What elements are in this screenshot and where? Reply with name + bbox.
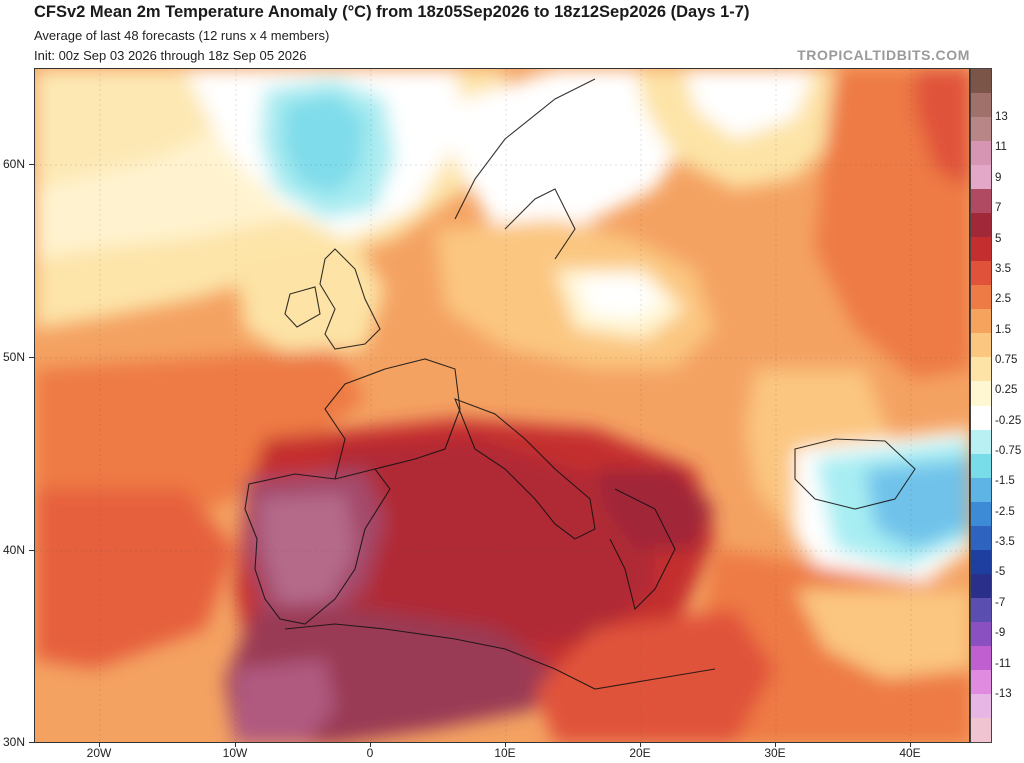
colorbar-label: 0.25 xyxy=(995,384,1018,397)
colorbar-segment xyxy=(971,501,991,527)
colorbar-segment xyxy=(971,621,991,647)
colorbar-segment xyxy=(971,189,991,214)
lat-label-40n: 40N xyxy=(3,543,26,557)
lat-label-50n: 50N xyxy=(3,350,26,364)
colorbar-segment xyxy=(971,477,991,503)
colorbar-segment xyxy=(971,597,991,623)
lon-tick xyxy=(910,743,911,747)
lon-tick xyxy=(99,743,100,747)
colorbar-segment xyxy=(971,141,991,166)
lon-label-10e: 10E xyxy=(494,746,516,760)
colorbar-label: -2.5 xyxy=(995,505,1015,518)
colorbar-segment xyxy=(971,333,991,359)
colorbar-segment xyxy=(971,525,991,551)
lon-label-0: 0 xyxy=(366,746,374,760)
colorbar-label: -0.75 xyxy=(995,445,1022,458)
colorbar-segment xyxy=(971,93,991,118)
lat-label-60n: 60N xyxy=(3,157,26,171)
lon-tick xyxy=(775,743,776,747)
colorbar-label: -0.25 xyxy=(995,414,1022,427)
colorbar-segment xyxy=(971,237,991,262)
lon-tick xyxy=(370,743,371,747)
lat-tick xyxy=(29,550,34,551)
lon-tick xyxy=(235,743,236,747)
colorbar-label: -5 xyxy=(995,566,1006,579)
colorbar-label: 7 xyxy=(995,202,1002,215)
colorbar-segment xyxy=(971,285,991,310)
colorbar-segment xyxy=(971,309,991,334)
lat-tick xyxy=(29,357,34,358)
lon-tick xyxy=(640,743,641,747)
colorbar-segment xyxy=(971,453,991,479)
colorbar-label: 9 xyxy=(995,171,1002,184)
colorbar-label: -1.5 xyxy=(995,475,1015,488)
colorbar-segment xyxy=(971,261,991,286)
map-title: CFSv2 Mean 2m Temperature Anomaly (°C) f… xyxy=(34,3,750,21)
lat-tick xyxy=(29,164,34,165)
lon-label-10w: 10W xyxy=(222,746,248,760)
lon-label-20e: 20E xyxy=(629,746,651,760)
colorbar-segment xyxy=(971,693,991,719)
colorbar-label: 1.5 xyxy=(995,323,1011,336)
colorbar-label: 5 xyxy=(995,232,1002,245)
lat-tick xyxy=(29,742,34,743)
header: CFSv2 Mean 2m Temperature Anomaly (°C) f… xyxy=(0,0,1024,68)
colorbar xyxy=(970,68,992,743)
colorbar-label: -11 xyxy=(995,657,1011,670)
map-subtitle-forecasts: Average of last 48 forecasts (12 runs x … xyxy=(34,28,330,43)
colorbar-segment xyxy=(971,573,991,599)
anomaly-map xyxy=(34,68,970,743)
colorbar-segment xyxy=(971,645,991,671)
graticule xyxy=(35,69,969,742)
colorbar-label: -13 xyxy=(995,687,1012,700)
anomaly-field xyxy=(35,69,969,742)
colorbar-label: -3.5 xyxy=(995,536,1015,549)
colorbar-segment xyxy=(971,669,991,695)
brand-watermark: TROPICALTIDBITS.COM xyxy=(797,47,970,63)
colorbar-label: 13 xyxy=(995,111,1008,124)
colorbar-label: 0.75 xyxy=(995,353,1018,366)
colorbar-segment xyxy=(971,381,991,407)
colorbar-segment xyxy=(971,69,991,94)
lon-tick xyxy=(505,743,506,747)
colorbar-label: -7 xyxy=(995,596,1006,609)
colorbar-segment xyxy=(971,117,991,142)
colorbar-segment xyxy=(971,165,991,190)
colorbar-label: 2.5 xyxy=(995,293,1011,306)
colorbar-label: 11 xyxy=(995,141,1007,154)
lat-label-30n: 30N xyxy=(3,735,26,749)
colorbar-segment xyxy=(971,717,991,742)
coastlines xyxy=(244,78,916,690)
colorbar-label: 3.5 xyxy=(995,262,1011,275)
colorbar-label: -9 xyxy=(995,627,1006,640)
colorbar-segment xyxy=(971,549,991,575)
lon-label-40e: 40E xyxy=(899,746,921,760)
colorbar-segment xyxy=(971,357,991,383)
lon-label-30e: 30E xyxy=(764,746,786,760)
colorbar-segment xyxy=(971,213,991,238)
colorbar-segment xyxy=(971,429,991,455)
lon-label-20w: 20W xyxy=(86,746,112,760)
map-subtitle-init: Init: 00z Sep 03 2026 through 18z Sep 05… xyxy=(34,48,307,63)
colorbar-segment xyxy=(971,405,991,431)
